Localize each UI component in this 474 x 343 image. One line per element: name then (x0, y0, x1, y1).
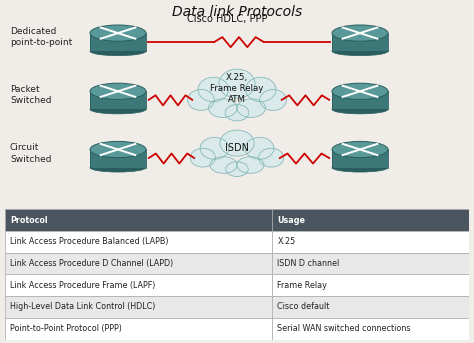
Bar (272, 253, 469, 274)
Bar (272, 274, 469, 296)
Ellipse shape (260, 90, 286, 110)
Text: ISDN: ISDN (225, 143, 249, 153)
Ellipse shape (90, 141, 146, 158)
Bar (5, 209, 272, 231)
Bar (5, 231, 272, 253)
Ellipse shape (245, 137, 274, 159)
Ellipse shape (332, 25, 388, 41)
Text: Frame Relay: Frame Relay (277, 281, 327, 290)
Ellipse shape (209, 99, 237, 117)
Ellipse shape (90, 163, 146, 172)
Text: Link Access Procedure Balanced (LAPB): Link Access Procedure Balanced (LAPB) (10, 237, 169, 246)
Text: X.25,
Frame Relay
ATM: X.25, Frame Relay ATM (210, 73, 264, 104)
Ellipse shape (198, 77, 228, 102)
Ellipse shape (332, 163, 388, 172)
Text: Dedicated
point-to-point: Dedicated point-to-point (10, 27, 72, 47)
Bar (332, 150, 388, 167)
Ellipse shape (332, 47, 388, 56)
Text: ISDN D channel: ISDN D channel (277, 259, 340, 268)
Bar (90, 150, 146, 167)
Ellipse shape (332, 83, 388, 99)
Text: Circuit
Switched: Circuit Switched (10, 143, 52, 164)
Ellipse shape (90, 47, 146, 56)
Bar (5, 274, 272, 296)
Ellipse shape (259, 148, 284, 167)
Bar (5, 253, 272, 274)
Bar (5, 318, 272, 340)
Bar (272, 231, 469, 253)
Ellipse shape (225, 105, 249, 121)
Text: Cisco default: Cisco default (277, 303, 330, 311)
Text: Protocol: Protocol (10, 216, 48, 225)
Text: Point-to-Point Protocol (PPP): Point-to-Point Protocol (PPP) (10, 324, 122, 333)
Ellipse shape (188, 90, 214, 110)
Ellipse shape (219, 69, 255, 98)
Text: Link Access Procedure D Channel (LAPD): Link Access Procedure D Channel (LAPD) (10, 259, 173, 268)
Ellipse shape (190, 148, 215, 167)
Bar (332, 33, 388, 51)
Text: Packet
Switched: Packet Switched (10, 85, 52, 105)
Ellipse shape (90, 105, 146, 114)
Text: Link Access Procedure Frame (LAPF): Link Access Procedure Frame (LAPF) (10, 281, 155, 290)
Ellipse shape (237, 157, 264, 173)
Text: X.25: X.25 (277, 237, 296, 246)
Ellipse shape (90, 83, 146, 99)
Ellipse shape (226, 162, 248, 176)
Bar (90, 91, 146, 109)
Ellipse shape (237, 99, 265, 117)
Ellipse shape (332, 141, 388, 158)
Ellipse shape (220, 130, 254, 156)
Text: Cisco HDLC, PPP: Cisco HDLC, PPP (187, 14, 267, 24)
Text: Data link Protocols: Data link Protocols (172, 5, 302, 19)
Text: High-Level Data Link Control (HDLC): High-Level Data Link Control (HDLC) (10, 303, 155, 311)
Bar (272, 296, 469, 318)
Ellipse shape (332, 105, 388, 114)
Bar (332, 91, 388, 109)
Ellipse shape (90, 25, 146, 41)
Bar (90, 33, 146, 51)
Bar (272, 209, 469, 231)
Ellipse shape (210, 157, 237, 173)
Text: Serial WAN switched connections: Serial WAN switched connections (277, 324, 411, 333)
Bar (5, 296, 272, 318)
Bar (272, 318, 469, 340)
Ellipse shape (246, 77, 276, 102)
Ellipse shape (200, 137, 229, 159)
Text: Usage: Usage (277, 216, 305, 225)
